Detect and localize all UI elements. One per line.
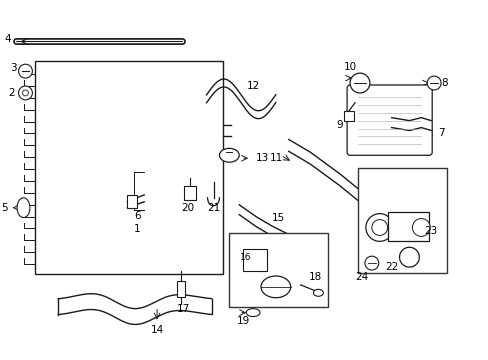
Bar — [344, 111, 353, 121]
Circle shape — [349, 73, 369, 93]
Circle shape — [427, 76, 440, 90]
Text: 5: 5 — [1, 203, 8, 213]
Ellipse shape — [17, 198, 30, 217]
Bar — [177, 281, 184, 297]
Ellipse shape — [365, 213, 393, 241]
Ellipse shape — [411, 219, 429, 237]
Text: 18: 18 — [308, 272, 322, 282]
Ellipse shape — [313, 289, 323, 296]
Text: 13: 13 — [256, 153, 269, 163]
Text: 2: 2 — [8, 88, 15, 98]
Bar — [357, 168, 446, 273]
Ellipse shape — [261, 276, 290, 298]
Text: 8: 8 — [440, 78, 447, 88]
Circle shape — [364, 256, 378, 270]
Ellipse shape — [219, 148, 239, 162]
Text: 6: 6 — [134, 211, 141, 221]
Bar — [127, 195, 137, 208]
Text: 9: 9 — [336, 120, 343, 130]
Bar — [183, 186, 195, 200]
Circle shape — [19, 86, 32, 100]
Text: 23: 23 — [424, 226, 437, 237]
Circle shape — [19, 64, 32, 78]
Text: 11: 11 — [270, 153, 283, 163]
Text: 12: 12 — [246, 81, 259, 91]
Bar — [35, 61, 223, 274]
Text: 19: 19 — [236, 315, 249, 325]
Text: 4: 4 — [4, 35, 11, 45]
Ellipse shape — [245, 309, 260, 316]
Circle shape — [22, 90, 28, 96]
Text: 22: 22 — [384, 262, 397, 272]
Text: 17: 17 — [177, 303, 190, 314]
Text: 15: 15 — [272, 213, 285, 222]
Bar — [387, 212, 428, 241]
Text: 20: 20 — [181, 203, 194, 213]
Text: 3: 3 — [10, 63, 17, 73]
Bar — [229, 233, 327, 307]
Ellipse shape — [371, 220, 387, 235]
Text: 7: 7 — [437, 127, 444, 138]
FancyBboxPatch shape — [346, 85, 431, 155]
Text: 1: 1 — [134, 225, 141, 234]
Text: 10: 10 — [343, 62, 356, 72]
Bar — [243, 249, 266, 271]
Text: 16: 16 — [240, 253, 251, 262]
Text: 14: 14 — [150, 325, 163, 336]
Text: 24: 24 — [355, 272, 368, 282]
Text: 21: 21 — [206, 203, 220, 213]
